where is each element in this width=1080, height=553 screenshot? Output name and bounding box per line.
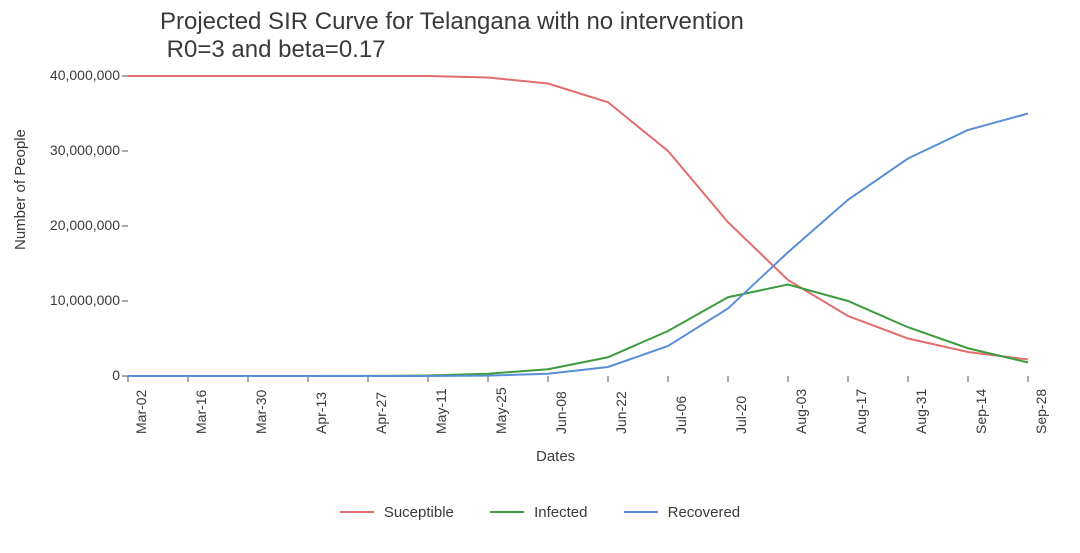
legend-label-infected: Infected bbox=[534, 504, 587, 521]
x-tick-label: Jul-06 bbox=[673, 396, 689, 434]
chart-title: Projected SIR Curve for Telangana with n… bbox=[160, 8, 744, 64]
plot-svg bbox=[128, 76, 1028, 376]
sir-chart: Projected SIR Curve for Telangana with n… bbox=[0, 0, 1080, 553]
legend-swatch-recovered bbox=[624, 511, 658, 513]
x-tick-label: May-11 bbox=[433, 388, 449, 434]
y-tick-label: 10,000,000 bbox=[30, 292, 120, 308]
series-group bbox=[128, 76, 1028, 376]
x-axis-label: Dates bbox=[536, 448, 575, 465]
legend-swatch-infected bbox=[490, 511, 524, 513]
series-line-recovered bbox=[128, 114, 1028, 377]
legend: Suceptible Infected Recovered bbox=[0, 500, 1080, 521]
x-tick-label: Jun-08 bbox=[553, 391, 569, 434]
series-line-suceptible bbox=[128, 76, 1028, 360]
legend-item-susceptible: Suceptible bbox=[340, 504, 454, 521]
legend-swatch-susceptible bbox=[340, 511, 374, 513]
y-tick-lines bbox=[122, 76, 128, 376]
x-tick-label: May-25 bbox=[493, 387, 509, 434]
chart-title-line1: Projected SIR Curve for Telangana with n… bbox=[160, 8, 744, 35]
x-tick-label: Aug-17 bbox=[853, 389, 869, 434]
chart-title-line2: R0=3 and beta=0.17 bbox=[160, 36, 386, 63]
series-line-infected bbox=[128, 285, 1028, 377]
legend-item-infected: Infected bbox=[490, 504, 587, 521]
x-tick-label: Aug-03 bbox=[793, 389, 809, 434]
x-tick-label: Mar-02 bbox=[133, 390, 149, 434]
y-tick-label: 20,000,000 bbox=[30, 217, 120, 233]
x-tick-label: Sep-14 bbox=[973, 389, 989, 434]
x-tick-label: Mar-16 bbox=[193, 390, 209, 434]
legend-label-susceptible: Suceptible bbox=[384, 504, 454, 521]
y-axis-label: Number of People bbox=[12, 129, 29, 250]
x-tick-label: Jun-22 bbox=[613, 391, 629, 434]
x-tick-label: Jul-20 bbox=[733, 396, 749, 434]
x-tick-label: Mar-30 bbox=[253, 390, 269, 434]
y-tick-label: 30,000,000 bbox=[30, 142, 120, 158]
x-tick-label: Sep-28 bbox=[1033, 389, 1049, 434]
x-tick-label: Aug-31 bbox=[913, 389, 929, 434]
y-tick-label: 40,000,000 bbox=[30, 67, 120, 83]
legend-item-recovered: Recovered bbox=[624, 504, 741, 521]
x-tick-label: Apr-13 bbox=[313, 392, 329, 434]
y-tick-label: 0 bbox=[30, 367, 120, 383]
plot-area bbox=[128, 76, 1028, 376]
legend-label-recovered: Recovered bbox=[668, 504, 741, 521]
x-tick-label: Apr-27 bbox=[373, 392, 389, 434]
